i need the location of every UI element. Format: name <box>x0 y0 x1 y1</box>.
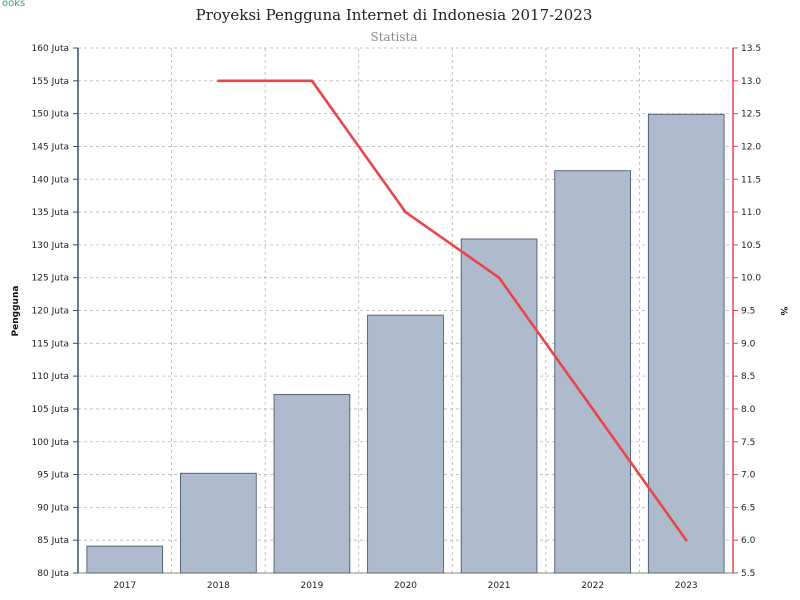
left-tick-label: 110 Juta <box>32 372 69 382</box>
line-path <box>218 79 688 541</box>
right-tick-label: 7.0 <box>741 471 756 481</box>
line-point-2023 <box>684 538 688 542</box>
right-tick-label: 9.0 <box>741 339 756 349</box>
chart-title: Proyeksi Pengguna Internet di Indonesia … <box>196 6 593 24</box>
x-tick-label: 2019 <box>300 581 323 591</box>
left-tick-label: 90 Juta <box>37 503 69 513</box>
right-tick-label: 6.0 <box>741 536 756 546</box>
x-tick-label: 2023 <box>675 581 698 591</box>
bar-2021 <box>460 238 538 574</box>
right-tick-label: 12.5 <box>741 110 761 120</box>
right-axis-ticks: 5.5 6.0 6.5 7.0 7.5 8.0 8.5 9.0 9.5 10.0 10.5 11.0 1… <box>733 44 761 579</box>
bar-2019 <box>273 394 351 574</box>
bar-2018 <box>180 472 257 574</box>
line-point-2018 <box>217 79 220 83</box>
right-tick-label: 11.0 <box>741 208 761 218</box>
chart-subtitle: Statista <box>371 30 418 44</box>
bar-2023 <box>647 113 725 574</box>
x-tick-label: 2022 <box>581 581 604 591</box>
line-point-2019 <box>310 79 314 83</box>
right-tick-label: 13.5 <box>741 44 761 54</box>
left-tick-label: 130 Juta <box>32 241 69 251</box>
left-tick-label: 120 Juta <box>32 307 69 317</box>
left-tick-label: 145 Juta <box>32 142 69 152</box>
x-tick-label: 2021 <box>488 581 511 591</box>
x-tick-label: 2018 <box>207 581 230 591</box>
right-tick-label: 8.5 <box>741 372 755 382</box>
bar-2022 <box>554 170 631 574</box>
left-tick-label: 105 Juta <box>32 405 69 415</box>
right-tick-label: 12.0 <box>741 142 761 152</box>
x-tick-label: 2020 <box>394 581 417 591</box>
line-series <box>217 79 688 542</box>
brand-logo-text: ooks <box>2 0 25 9</box>
line-point-2022 <box>591 407 594 411</box>
left-tick-label: 155 Juta <box>32 77 69 87</box>
bar-2020 <box>367 314 444 574</box>
right-tick-label: 5.5 <box>741 569 755 579</box>
right-tick-label: 8.0 <box>741 405 756 415</box>
right-tick-label: 13.0 <box>741 77 761 87</box>
right-tick-label: 6.5 <box>741 503 755 513</box>
left-tick-label: 100 Juta <box>32 438 69 448</box>
left-tick-label: 135 Juta <box>32 208 69 218</box>
right-tick-label: 10.5 <box>741 241 761 251</box>
left-tick-label: 80 Juta <box>37 569 69 579</box>
left-tick-label: 125 Juta <box>32 274 69 284</box>
left-tick-label: 115 Juta <box>32 339 69 349</box>
line-point-2020 <box>404 210 407 214</box>
left-tick-label: 95 Juta <box>37 471 69 481</box>
right-tick-label: 11.5 <box>741 175 761 185</box>
x-axis-ticks: 2017 2018 2019 2020 2021 2022 2023 <box>113 581 697 591</box>
y-axis-label: Pengguna <box>11 286 21 337</box>
right-tick-label: 10.0 <box>741 274 761 284</box>
left-axis-ticks: 80 Juta 85 Juta 90 Juta 95 Juta 100 Juta 105 … <box>32 44 78 579</box>
line-point-2021 <box>497 276 501 279</box>
left-tick-label: 85 Juta <box>37 536 69 546</box>
right-tick-label: 7.5 <box>741 438 755 448</box>
left-tick-label: 160 Juta <box>32 44 69 54</box>
y2-axis-label: % <box>778 306 788 315</box>
left-tick-label: 140 Juta <box>32 175 69 185</box>
x-tick-label: 2017 <box>113 581 136 591</box>
right-tick-label: 9.5 <box>741 307 755 317</box>
bar-2017 <box>86 545 164 574</box>
left-tick-label: 150 Juta <box>32 110 69 120</box>
